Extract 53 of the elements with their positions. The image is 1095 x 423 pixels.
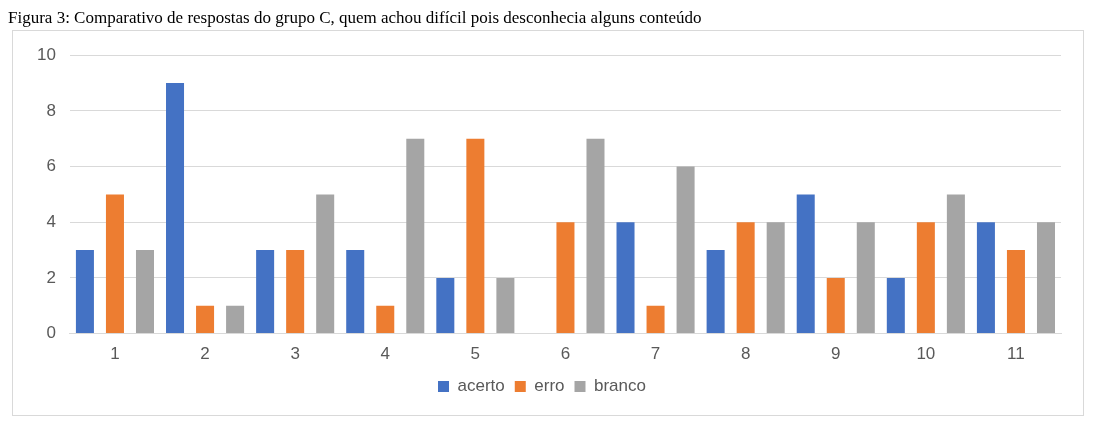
bar (856, 222, 875, 334)
y-tick-label: 4 (46, 211, 56, 231)
bar (135, 250, 154, 334)
bar (916, 222, 935, 334)
x-tick-label: 7 (650, 344, 661, 364)
bar (946, 194, 965, 334)
bar (886, 277, 905, 334)
bar (796, 194, 815, 334)
bar (646, 305, 665, 334)
bar (466, 138, 485, 334)
bar (406, 138, 425, 334)
bar (1036, 222, 1055, 334)
x-tick-label: 2 (200, 344, 210, 364)
y-tick-label: 2 (46, 267, 56, 287)
bar (105, 194, 124, 334)
y-tick-label: 10 (36, 44, 56, 64)
y-tick-label: 0 (46, 323, 56, 343)
chart-title: Figura 3: Comparativo de respostas do grupo C, quem achou difícil pois desconhecia alguns conteúdo (8, 8, 703, 29)
bar (586, 138, 605, 334)
bar (286, 250, 305, 334)
bar (226, 305, 245, 334)
legend-label: acerto (457, 376, 505, 396)
bar (496, 277, 515, 334)
bar (75, 250, 94, 334)
legend-label: erro (534, 376, 565, 396)
bar (676, 166, 695, 334)
bar (976, 222, 995, 334)
x-tick-label: 4 (380, 344, 390, 364)
y-tick-label: 8 (46, 100, 56, 120)
x-tick-label: 9 (831, 344, 841, 364)
x-tick-label: 11 (1007, 344, 1025, 364)
bar (706, 250, 725, 334)
bar (196, 305, 215, 334)
bar (826, 277, 845, 334)
x-tick-label: 5 (470, 344, 481, 364)
bar (346, 250, 365, 334)
x-tick-label: 1 (110, 344, 120, 364)
bar (376, 305, 395, 334)
bar (316, 194, 335, 334)
x-tick-label: 3 (290, 344, 300, 364)
bar (1006, 250, 1025, 334)
y-tick-label: 6 (46, 156, 56, 176)
bar (556, 222, 575, 334)
x-tick-label: 10 (916, 344, 936, 364)
bar (436, 277, 455, 334)
x-tick-label: 8 (740, 344, 751, 364)
bar (766, 222, 785, 334)
bar (166, 83, 185, 334)
x-tick-label: 6 (560, 344, 571, 364)
legend-label: branco (594, 376, 646, 396)
bar (736, 222, 755, 334)
bar (616, 222, 635, 334)
bar (256, 250, 275, 334)
